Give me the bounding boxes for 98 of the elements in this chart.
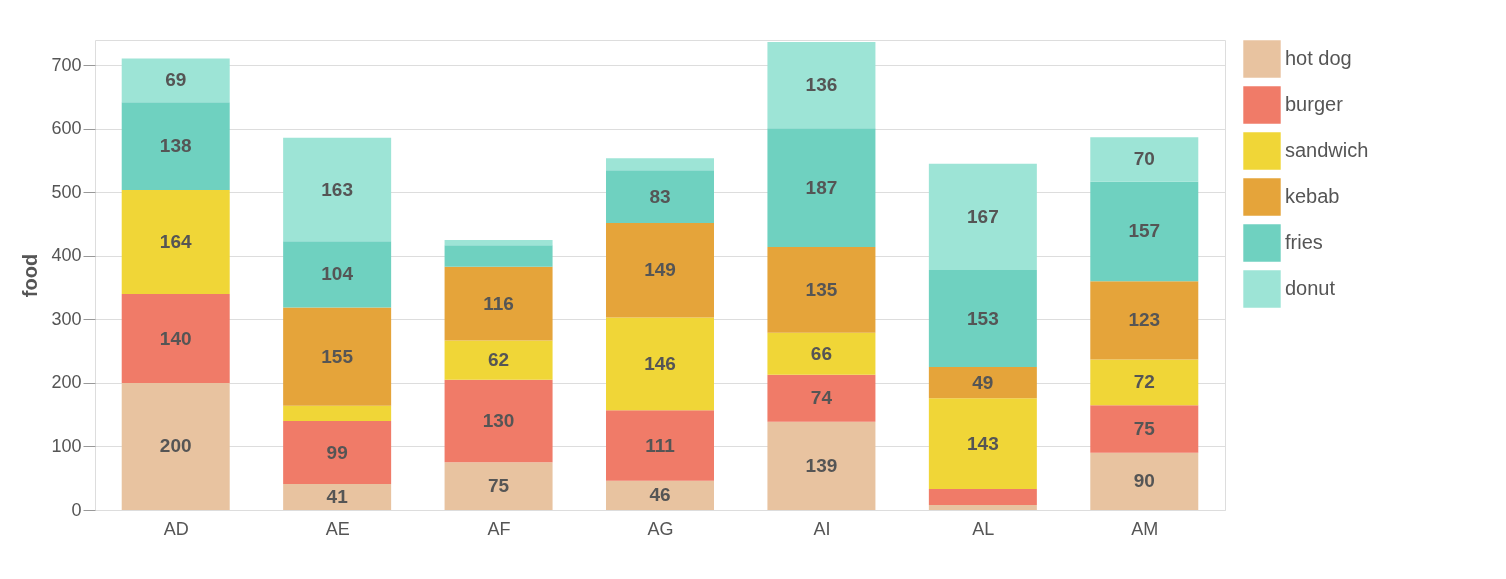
data-label: 111 bbox=[645, 434, 676, 456]
data-label: 135 bbox=[805, 278, 838, 300]
legend-label: donut bbox=[1285, 277, 1336, 299]
legend-label: fries bbox=[1285, 231, 1323, 253]
x-tick-label: AE bbox=[325, 518, 350, 539]
bar bbox=[121, 102, 230, 190]
bar bbox=[1090, 452, 1199, 510]
legend-label: sandwich bbox=[1285, 139, 1369, 161]
bar bbox=[1090, 359, 1199, 406]
data-label: 69 bbox=[165, 69, 187, 91]
data-label: 75 bbox=[488, 475, 510, 497]
data-label: 139 bbox=[805, 454, 838, 476]
x-tick-label: AF bbox=[487, 518, 511, 539]
bar bbox=[767, 421, 876, 510]
bar bbox=[928, 269, 1037, 368]
y-tick-label: 600 bbox=[51, 118, 82, 139]
y-tick-label: 700 bbox=[51, 54, 82, 75]
data-label: 140 bbox=[159, 327, 192, 349]
data-label: 104 bbox=[321, 263, 354, 285]
data-label: 83 bbox=[649, 185, 671, 207]
bar bbox=[928, 489, 1037, 505]
y-tick-label: 0 bbox=[71, 499, 82, 520]
data-label: 155 bbox=[321, 345, 354, 367]
bar bbox=[121, 294, 230, 383]
legend-label: hot dog bbox=[1285, 47, 1352, 69]
bar bbox=[283, 307, 392, 406]
data-label: 153 bbox=[967, 307, 999, 329]
data-label: 66 bbox=[810, 342, 832, 364]
bar bbox=[283, 483, 392, 510]
bar bbox=[928, 163, 1037, 270]
bar bbox=[767, 332, 876, 375]
bar bbox=[606, 170, 714, 223]
bar bbox=[767, 247, 876, 333]
bar bbox=[283, 405, 392, 422]
bar bbox=[928, 504, 1037, 510]
y-axis-title: food bbox=[19, 253, 42, 298]
bar bbox=[767, 374, 876, 422]
data-label: 149 bbox=[644, 259, 676, 281]
bar bbox=[121, 382, 230, 510]
data-label: 157 bbox=[1128, 220, 1161, 242]
data-label: 163 bbox=[321, 178, 353, 200]
bar bbox=[928, 398, 1037, 490]
bar bbox=[283, 421, 392, 484]
data-label: 70 bbox=[1133, 148, 1155, 170]
bar bbox=[928, 367, 1037, 399]
data-label: 72 bbox=[1133, 371, 1155, 393]
legend-label: burger bbox=[1285, 93, 1344, 115]
bar bbox=[121, 189, 230, 295]
x-tick-label: AG bbox=[647, 518, 674, 539]
bar bbox=[606, 410, 714, 481]
x-tick-label: AL bbox=[972, 518, 995, 539]
y-tick-label: 400 bbox=[51, 245, 82, 266]
data-label: 116 bbox=[483, 292, 514, 314]
data-label: 49 bbox=[972, 371, 994, 393]
bar bbox=[283, 137, 392, 242]
data-label: 62 bbox=[488, 349, 510, 371]
legend-label: kebab bbox=[1285, 185, 1340, 207]
data-label: 136 bbox=[805, 74, 838, 96]
bar bbox=[1090, 405, 1199, 453]
data-label: 187 bbox=[805, 176, 838, 198]
data-label: 200 bbox=[159, 435, 192, 457]
x-tick-label: AM bbox=[1131, 518, 1159, 539]
y-tick-label: 200 bbox=[51, 372, 82, 393]
data-label: 90 bbox=[1133, 470, 1155, 492]
data-label: 146 bbox=[644, 352, 676, 374]
y-tick-label: 500 bbox=[51, 181, 82, 202]
bar bbox=[444, 462, 553, 510]
bar bbox=[767, 41, 876, 129]
bar bbox=[606, 480, 714, 510]
data-label: 41 bbox=[326, 485, 349, 507]
bar bbox=[1090, 281, 1199, 360]
x-tick-label: AD bbox=[163, 518, 189, 539]
bar bbox=[444, 245, 553, 267]
bar bbox=[121, 58, 230, 103]
bar bbox=[606, 158, 714, 171]
bar bbox=[606, 317, 714, 411]
data-label: 74 bbox=[810, 387, 833, 409]
bar bbox=[1090, 181, 1199, 282]
x-tick-label: AI bbox=[813, 518, 831, 539]
bar bbox=[283, 241, 392, 308]
bar bbox=[444, 379, 553, 463]
y-tick-label: 300 bbox=[51, 308, 82, 329]
data-label: 75 bbox=[1133, 418, 1156, 440]
data-label: 130 bbox=[482, 410, 515, 432]
bar bbox=[606, 222, 714, 318]
bar bbox=[444, 340, 553, 380]
bar bbox=[444, 240, 553, 246]
data-label: 167 bbox=[967, 205, 999, 227]
data-label: 123 bbox=[1128, 309, 1161, 331]
data-label: 164 bbox=[159, 230, 192, 252]
bar bbox=[444, 266, 553, 341]
data-label: 143 bbox=[967, 432, 999, 454]
data-label: 138 bbox=[159, 135, 192, 157]
data-label: 46 bbox=[649, 484, 671, 506]
data-label: 99 bbox=[326, 441, 348, 463]
bar bbox=[1090, 137, 1199, 182]
y-tick-label: 100 bbox=[51, 435, 82, 456]
bar bbox=[767, 128, 876, 248]
